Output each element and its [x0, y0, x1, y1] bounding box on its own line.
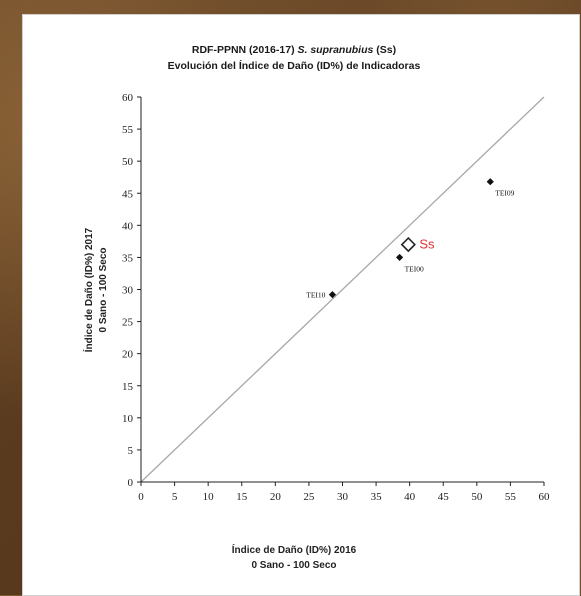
- x-tick-label: 5: [172, 491, 178, 503]
- highlight-point-label: Ss: [419, 237, 435, 252]
- x-tick-label: 10: [203, 491, 215, 503]
- x-tick-label: 60: [539, 491, 551, 503]
- x-tick-label: 45: [438, 491, 450, 503]
- y-tick-label: 0: [128, 477, 134, 489]
- data-point-marker: [486, 178, 494, 186]
- data-point-label: TEI10: [306, 291, 325, 300]
- x-tick-label: 15: [236, 491, 248, 503]
- y-tick-label: 5: [128, 445, 134, 457]
- y-tick-label: 50: [122, 156, 134, 168]
- y-tick-label: 40: [122, 220, 134, 232]
- chart-panel: RDF-PPNN (2016-17) S. supranubius (Ss) E…: [22, 14, 580, 596]
- y-tick-label: 45: [122, 188, 134, 200]
- chart-subtitle: Evolución del Índice de Daño (ID%) de In…: [168, 59, 421, 72]
- x-tick-label: 20: [270, 491, 282, 503]
- x-tick-label: 40: [404, 491, 416, 503]
- data-point-marker: [395, 253, 404, 262]
- chart-title: RDF-PPNN (2016-17) S. supranubius (Ss): [192, 44, 396, 56]
- x-tick-label: 35: [371, 491, 383, 503]
- x-tick-label: 50: [471, 491, 483, 503]
- scatter-chart: RDF-PPNN (2016-17) S. supranubius (Ss) E…: [82, 44, 550, 571]
- y-tick-label: 25: [122, 317, 134, 329]
- y-tick-label: 35: [122, 252, 134, 264]
- y-axis-ticks: 0 5 10 15 20 25 30 35 40 45 50 55 60: [122, 92, 141, 489]
- x-tick-label: 0: [138, 491, 144, 503]
- y-axis-label: Índice de Daño (ID%) 2017: [82, 227, 95, 352]
- y-tick-label: 55: [122, 124, 134, 136]
- y-tick-label: 15: [122, 381, 134, 393]
- x-tick-label: 25: [303, 491, 315, 503]
- y-axis-sublabel: 0 Sano - 100 Seco: [98, 247, 109, 332]
- y-tick-label: 60: [122, 92, 134, 104]
- x-axis-ticks: 0 5 10 15 20 25 30 35 40 45 50 55 60: [138, 482, 550, 503]
- x-axis-sublabel: 0 Sano - 100 Seco: [251, 560, 336, 571]
- data-point-label: TEI09: [495, 189, 514, 198]
- data-point-label: TEI00: [405, 264, 424, 273]
- y-tick-label: 10: [122, 413, 134, 425]
- x-tick-label: 55: [505, 491, 516, 503]
- highlight-point-marker: [400, 236, 416, 253]
- data-point-marker: [328, 291, 337, 299]
- y-tick-label: 30: [122, 285, 134, 297]
- identity-reference-line: [140, 96, 545, 483]
- x-tick-label: 30: [337, 491, 349, 503]
- x-axis-label: Índice de Daño (ID%) 2016: [232, 543, 357, 556]
- y-tick-label: 20: [122, 349, 134, 361]
- data-points: TEI10 TEI00 TEI09 Ss: [306, 178, 515, 300]
